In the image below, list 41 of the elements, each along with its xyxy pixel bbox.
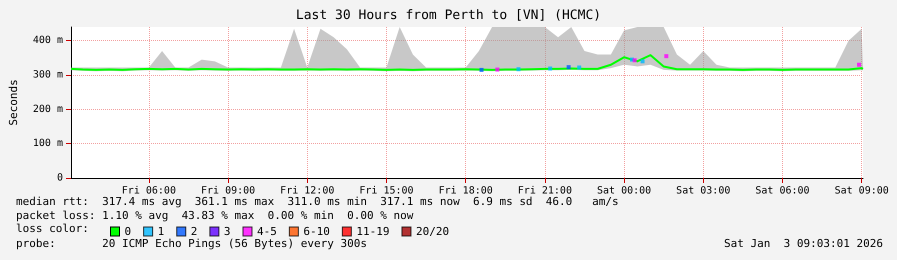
y-tick-label: 200 m: [32, 104, 63, 115]
x-tick-label: Fri 06:00: [122, 186, 176, 196]
point: [632, 58, 637, 62]
y-tick-label: 400 m: [32, 35, 63, 46]
point: [577, 65, 582, 70]
chart-title: Last 30 Hours from Perth to [VN] (HCMC): [296, 8, 602, 23]
legend-label: 4-5: [256, 225, 277, 238]
text: packet loss: 1.10 % avg 43.83 % max 0.00 % min 0.00 % now: [16, 209, 414, 222]
legend-label: 6-10: [303, 225, 330, 238]
point: [480, 68, 484, 72]
legend-title: loss color:: [16, 222, 89, 235]
y-axis-title: Seconds: [7, 79, 20, 126]
legend-label: 3: [224, 225, 230, 238]
x-tick-label: Sat 00:00: [596, 186, 652, 196]
legend-label: 0: [124, 225, 132, 238]
legend-label: 1: [158, 225, 164, 238]
text: median rtt: 317.4 ms avg 361.1 ms max 311.0 ms min 317.1 ms now 6.9 ms sd 46.0 am/s: [16, 195, 619, 208]
x-tick-label: Fri 09:00: [200, 186, 256, 196]
x-tick-label: Sat 06:00: [755, 186, 810, 196]
legend-label: 2: [190, 225, 198, 238]
line-series: [70, 54, 864, 71]
x-tick-label: Sat 09:00: [834, 186, 889, 196]
x-tick-label: Fri 21:00: [518, 186, 572, 196]
text: Sat Jan 3 09:03:01 2026: [724, 237, 884, 250]
x-tick-label: Fri 12:00: [280, 186, 334, 196]
legend-label: 11-19: [356, 225, 390, 238]
x-tick-label: Fri 15:00: [359, 186, 414, 196]
point: [664, 54, 668, 58]
y-tick-label: 0: [56, 172, 63, 184]
point: [640, 59, 645, 64]
point: [495, 68, 500, 72]
point: [566, 65, 571, 70]
y-tick-label: 300 m: [32, 70, 63, 81]
x-tick-label: Sat 03:00: [676, 186, 730, 196]
x-tick-label: Fri 18:00: [438, 186, 493, 196]
text: probe: 20 ICMP Echo Pings (56 Bytes) every 300s: [16, 237, 367, 250]
point: [857, 62, 862, 67]
legend-label: 20/20: [416, 225, 450, 238]
y-tick-label: 100 m: [32, 138, 63, 150]
point: [516, 67, 520, 72]
point: [548, 66, 552, 71]
